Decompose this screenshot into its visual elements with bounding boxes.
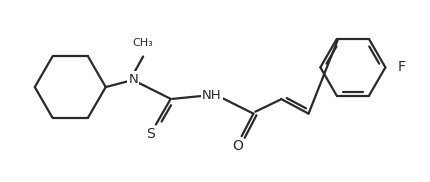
Text: CH₃: CH₃ [132, 38, 153, 48]
Text: S: S [146, 127, 155, 141]
Text: NH: NH [202, 89, 221, 102]
Text: N: N [128, 73, 138, 86]
Text: F: F [396, 60, 404, 74]
Text: O: O [232, 139, 243, 153]
